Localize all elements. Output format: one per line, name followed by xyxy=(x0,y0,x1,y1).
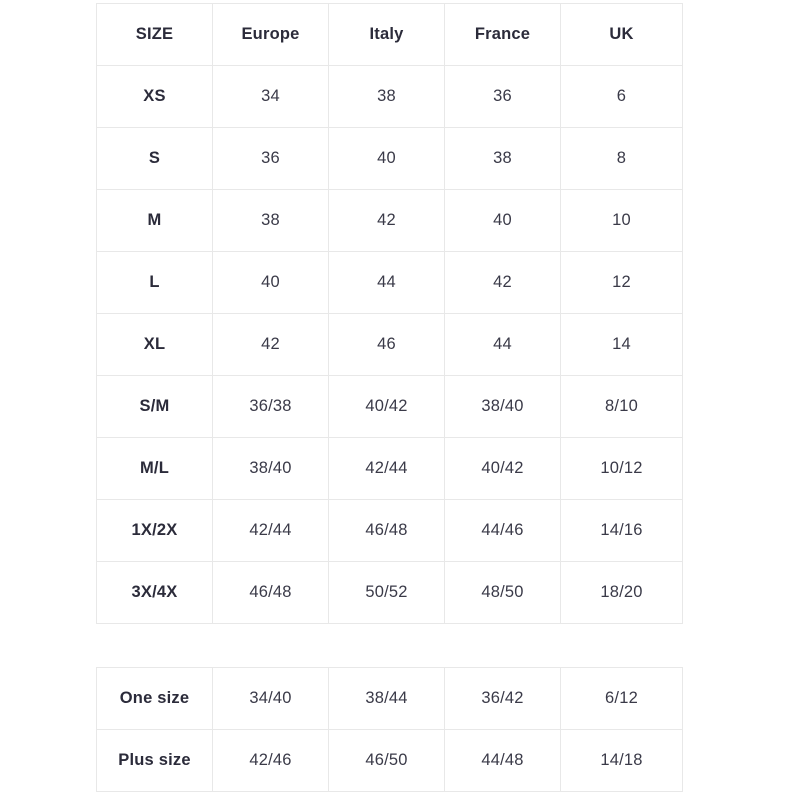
table-row: Plus size 42/46 46/50 44/48 14/18 xyxy=(96,729,683,792)
column-header-italy: Italy xyxy=(328,3,445,66)
cell-s-italy: 40 xyxy=(328,127,445,190)
cell-1x-2x-uk: 14/16 xyxy=(560,499,683,562)
cell-m-france: 40 xyxy=(444,189,561,252)
cell-l-italy: 44 xyxy=(328,251,445,314)
table-body: XS 34 38 36 6 S 36 40 38 8 M 38 42 40 10 xyxy=(96,65,683,624)
row-label-m: M xyxy=(96,189,213,252)
cell-1x-2x-europe: 42/44 xyxy=(212,499,329,562)
cell-s-uk: 8 xyxy=(560,127,683,190)
table-header: SIZE Europe Italy France UK xyxy=(96,3,683,66)
cell-xl-france: 44 xyxy=(444,313,561,376)
cell-one-size-france: 36/42 xyxy=(444,667,561,730)
cell-l-uk: 12 xyxy=(560,251,683,314)
cell-l-france: 42 xyxy=(444,251,561,314)
cell-plus-size-uk: 14/18 xyxy=(560,729,683,792)
cell-s-m-france: 38/40 xyxy=(444,375,561,438)
table-row: XS 34 38 36 6 xyxy=(96,65,683,128)
cell-xs-italy: 38 xyxy=(328,65,445,128)
cell-3x-4x-italy: 50/52 xyxy=(328,561,445,624)
cell-xs-uk: 6 xyxy=(560,65,683,128)
table-row: 1X/2X 42/44 46/48 44/46 14/16 xyxy=(96,499,683,562)
table-row: M/L 38/40 42/44 40/42 10/12 xyxy=(96,437,683,500)
cell-m-l-europe: 38/40 xyxy=(212,437,329,500)
row-label-plus-size: Plus size xyxy=(96,729,213,792)
row-label-xl: XL xyxy=(96,313,213,376)
row-label-s: S xyxy=(96,127,213,190)
table-header-row: SIZE Europe Italy France UK xyxy=(96,3,683,66)
table-row: 3X/4X 46/48 50/52 48/50 18/20 xyxy=(96,561,683,624)
row-label-3x-4x: 3X/4X xyxy=(96,561,213,624)
cell-3x-4x-europe: 46/48 xyxy=(212,561,329,624)
column-header-size: SIZE xyxy=(96,3,213,66)
row-label-one-size: One size xyxy=(96,667,213,730)
cell-m-l-italy: 42/44 xyxy=(328,437,445,500)
column-header-france: France xyxy=(444,3,561,66)
cell-xs-europe: 34 xyxy=(212,65,329,128)
cell-s-m-uk: 8/10 xyxy=(560,375,683,438)
cell-xl-europe: 42 xyxy=(212,313,329,376)
cell-plus-size-europe: 42/46 xyxy=(212,729,329,792)
cell-s-france: 38 xyxy=(444,127,561,190)
cell-1x-2x-france: 44/46 xyxy=(444,499,561,562)
cell-xl-italy: 46 xyxy=(328,313,445,376)
cell-m-l-france: 40/42 xyxy=(444,437,561,500)
cell-s-europe: 36 xyxy=(212,127,329,190)
cell-3x-4x-uk: 18/20 xyxy=(560,561,683,624)
table-row: S 36 40 38 8 xyxy=(96,127,683,190)
cell-m-uk: 10 xyxy=(560,189,683,252)
column-header-uk: UK xyxy=(560,3,683,66)
row-label-1x-2x: 1X/2X xyxy=(96,499,213,562)
table-row: S/M 36/38 40/42 38/40 8/10 xyxy=(96,375,683,438)
cell-plus-size-italy: 46/50 xyxy=(328,729,445,792)
table-row: L 40 44 42 12 xyxy=(96,251,683,314)
cell-s-m-italy: 40/42 xyxy=(328,375,445,438)
table-row: M 38 42 40 10 xyxy=(96,189,683,252)
cell-one-size-italy: 38/44 xyxy=(328,667,445,730)
row-label-s-m: S/M xyxy=(96,375,213,438)
cell-plus-size-france: 44/48 xyxy=(444,729,561,792)
cell-l-europe: 40 xyxy=(212,251,329,314)
table-row: XL 42 46 44 14 xyxy=(96,313,683,376)
row-label-l: L xyxy=(96,251,213,314)
cell-m-europe: 38 xyxy=(212,189,329,252)
cell-xl-uk: 14 xyxy=(560,313,683,376)
cell-m-italy: 42 xyxy=(328,189,445,252)
cell-s-m-europe: 36/38 xyxy=(212,375,329,438)
row-label-xs: XS xyxy=(96,65,213,128)
row-label-m-l: M/L xyxy=(96,437,213,500)
cell-one-size-uk: 6/12 xyxy=(560,667,683,730)
one-size-conversion-table: One size 34/40 38/44 36/42 6/12 Plus siz… xyxy=(96,667,683,792)
table-row: One size 34/40 38/44 36/42 6/12 xyxy=(96,667,683,730)
standard-size-conversion-table: SIZE Europe Italy France UK XS 34 38 36 … xyxy=(96,3,683,624)
cell-xs-france: 36 xyxy=(444,65,561,128)
table-body: One size 34/40 38/44 36/42 6/12 Plus siz… xyxy=(96,667,683,792)
cell-3x-4x-france: 48/50 xyxy=(444,561,561,624)
column-header-europe: Europe xyxy=(212,3,329,66)
cell-m-l-uk: 10/12 xyxy=(560,437,683,500)
cell-one-size-europe: 34/40 xyxy=(212,667,329,730)
cell-1x-2x-italy: 46/48 xyxy=(328,499,445,562)
